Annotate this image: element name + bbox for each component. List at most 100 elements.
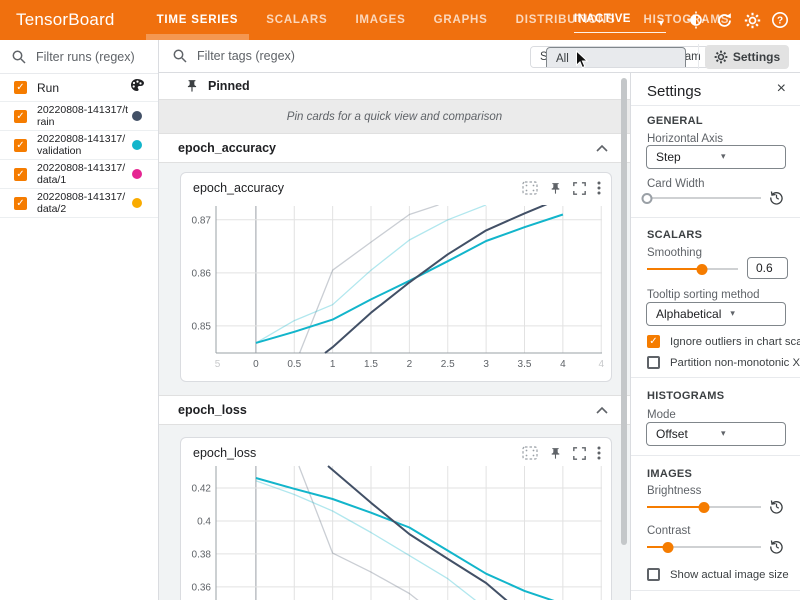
run-checkbox[interactable]: ✓: [14, 167, 27, 181]
slider-knob[interactable]: [698, 502, 710, 513]
epoch-accuracy-chart[interactable]: 0.87 0.86 0.85 0 0.5 1 1.5 2 2.5 3 3.5 4 5 4: [181, 173, 613, 383]
chevron-down-icon: ▾: [721, 152, 726, 162]
vertical-scrollbar[interactable]: [621, 78, 627, 545]
more-options-icon[interactable]: [597, 181, 601, 195]
chevron-up-icon[interactable]: [596, 406, 608, 414]
tooltip-sort-label: Tooltip sorting method: [647, 289, 760, 301]
card-width-label: Card Width: [647, 178, 705, 190]
fullscreen-icon[interactable]: [573, 181, 586, 195]
fit-domain-icon[interactable]: [522, 446, 538, 460]
chevron-down-icon: ▾: [658, 18, 664, 29]
filter-runs-input[interactable]: Filter runs (regex): [0, 40, 158, 74]
histogram-mode-select[interactable]: Offset ▾: [646, 422, 786, 446]
gear-icon[interactable]: [740, 8, 764, 32]
show-actual-size-checkbox[interactable]: [647, 568, 660, 581]
slider-fill: [647, 268, 702, 270]
tab-scalars[interactable]: SCALARS: [266, 14, 328, 26]
fit-domain-icon[interactable]: [522, 181, 538, 195]
card-epoch-accuracy: 0.87 0.86 0.85 0 0.5 1 1.5 2 2.5 3 3.5 4 5 4 epoch_ac…: [180, 172, 612, 382]
run-checkbox[interactable]: ✓: [14, 138, 27, 152]
partition-x-row: Partition non-monotonic X axis ?: [647, 356, 800, 369]
close-icon[interactable]: ×: [776, 80, 786, 97]
run-row-data-2[interactable]: ✓ 20220808-141317/data/2: [0, 189, 158, 218]
tab-histograms[interactable]: HISTOGRAMS: [643, 14, 730, 26]
check-icon: ✓: [649, 336, 658, 347]
run-row-data-1[interactable]: ✓ 20220808-141317/data/1: [0, 160, 158, 189]
filter-all-button[interactable]: All: [546, 47, 686, 67]
pin-hint-text: Pin cards for a quick view and compariso…: [159, 100, 630, 133]
histograms-heading: HISTOGRAMS: [647, 390, 725, 402]
slider-knob[interactable]: [641, 193, 653, 204]
filter-tags-placeholder[interactable]: Filter tags (regex): [197, 49, 295, 63]
svg-text:0.42: 0.42: [192, 483, 212, 494]
horizontal-axis-label: Horizontal Axis: [647, 133, 724, 145]
search-icon: [12, 50, 26, 64]
svg-text:4: 4: [598, 359, 604, 370]
reset-icon[interactable]: [769, 499, 784, 519]
tooltip-sort-select[interactable]: Alphabetical ▾: [646, 302, 786, 326]
navbar-right: INACTIVE ▾ ?: [574, 0, 792, 40]
run-checkbox[interactable]: ✓: [14, 196, 27, 210]
tab-distributions[interactable]: DISTRIBUTIONS: [515, 14, 616, 26]
tab-graphs[interactable]: GRAPHS: [433, 14, 488, 26]
tag-type-filter-group: All Scalars Image Histogram: [530, 46, 711, 68]
svg-text:0.5: 0.5: [287, 359, 301, 370]
settings-button[interactable]: Settings: [705, 45, 789, 69]
run-color-dot: [132, 198, 142, 208]
ignore-outliers-checkbox[interactable]: ✓: [647, 335, 660, 348]
slider-track[interactable]: [647, 546, 761, 548]
run-select-all-checkbox[interactable]: ✓: [14, 81, 27, 94]
contrast-slider[interactable]: [647, 541, 761, 553]
gear-icon: [714, 50, 728, 64]
pinned-label: Pinned: [208, 79, 250, 93]
slider-knob[interactable]: [696, 264, 708, 275]
tab-time-series[interactable]: TIME SERIES: [143, 0, 253, 40]
card-epoch-loss: 0.42 0.4 0.38 0.36 epoch_loss: [180, 437, 612, 600]
horizontal-axis-select[interactable]: Step ▾: [646, 145, 786, 169]
pin-icon: [187, 80, 197, 92]
check-icon: ✓: [16, 168, 25, 180]
slider-track[interactable]: [647, 197, 761, 199]
cards-area: Pinned Pin cards for a quick view and co…: [159, 73, 630, 600]
section-header-epoch-loss[interactable]: epoch_loss: [159, 395, 630, 425]
smoothing-slider[interactable]: [647, 263, 738, 275]
more-options-icon[interactable]: [597, 446, 601, 460]
refresh-icon[interactable]: [712, 8, 736, 32]
run-checkbox[interactable]: ✓: [14, 109, 27, 123]
card-width-slider[interactable]: [641, 192, 761, 204]
brightness-icon[interactable]: [684, 8, 708, 32]
chevron-up-icon[interactable]: [596, 144, 608, 152]
epoch-loss-chart[interactable]: 0.42 0.4 0.38 0.36: [181, 438, 613, 600]
svg-text:3.5: 3.5: [518, 359, 532, 370]
run-column-label: Run: [37, 80, 60, 95]
svg-text:5: 5: [215, 359, 221, 370]
horizontal-axis-value: Step: [656, 150, 681, 164]
smoothing-input[interactable]: 0.6: [747, 257, 788, 279]
run-row-train[interactable]: ✓ 20220808-141317/train: [0, 102, 158, 131]
section-header-epoch-accuracy[interactable]: epoch_accuracy: [159, 133, 630, 163]
palette-icon[interactable]: [130, 78, 144, 97]
svg-text:0: 0: [253, 359, 259, 370]
svg-text:0.38: 0.38: [192, 549, 212, 560]
run-color-dot: [132, 169, 142, 179]
partition-x-checkbox[interactable]: [647, 356, 660, 369]
chevron-down-icon: ▾: [730, 309, 735, 319]
brightness-slider[interactable]: [647, 501, 761, 513]
help-icon[interactable]: ?: [768, 8, 792, 32]
pin-icon[interactable]: [549, 182, 562, 195]
reset-icon[interactable]: [769, 539, 784, 559]
toolbar-divider: [698, 44, 699, 69]
tooltip-sort-value: Alphabetical: [656, 307, 722, 321]
reset-icon[interactable]: [769, 190, 784, 210]
ignore-outliers-label: Ignore outliers in chart scaling: [670, 335, 800, 348]
fullscreen-icon[interactable]: [573, 446, 586, 460]
reload-status-select[interactable]: INACTIVE ▾: [574, 7, 666, 33]
nav-tabs: TIME SERIES SCALARS IMAGES GRAPHS DISTRI…: [143, 0, 744, 40]
search-icon: [173, 49, 187, 63]
tab-images[interactable]: IMAGES: [355, 14, 406, 26]
pin-icon[interactable]: [549, 447, 562, 460]
run-row-validation[interactable]: ✓ 20220808-141317/validation: [0, 131, 158, 160]
svg-text:1: 1: [330, 359, 336, 370]
slider-knob[interactable]: [662, 542, 674, 553]
app-title: TensorBoard: [16, 10, 115, 29]
